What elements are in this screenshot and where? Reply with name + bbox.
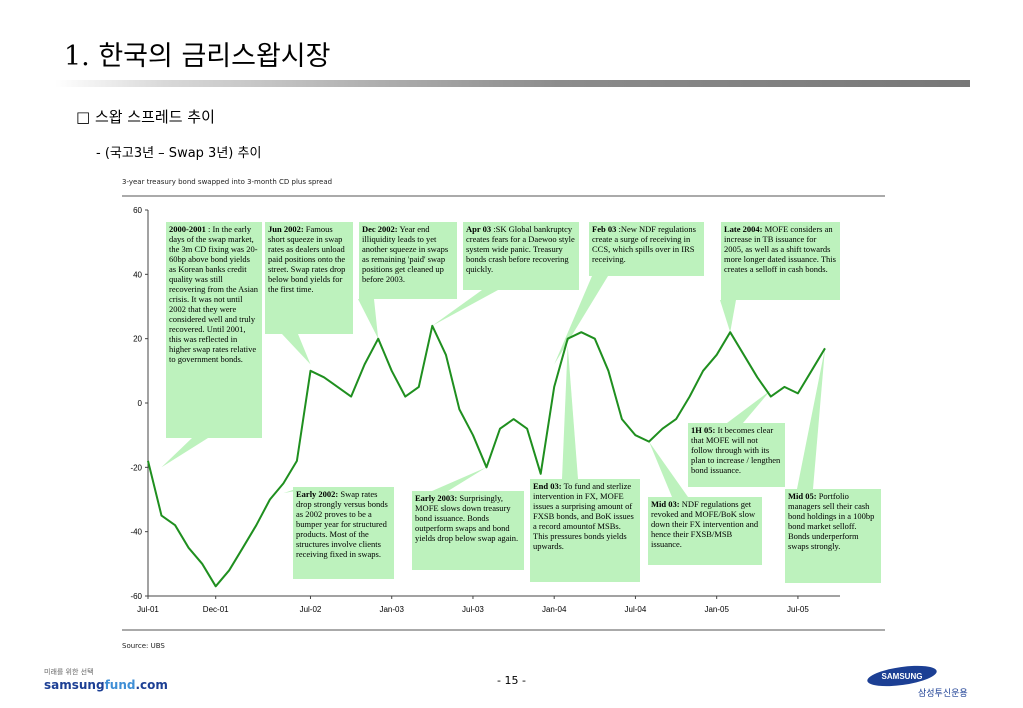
annotation-text: Swap rates drop strongly versus bonds as… bbox=[296, 489, 388, 559]
page-number: - 15 - bbox=[497, 674, 526, 687]
x-tick-label: Jul-02 bbox=[300, 605, 322, 614]
x-tick-label: Jul-03 bbox=[462, 605, 484, 614]
footer-tagline: 미래를 위한 선택 bbox=[44, 668, 94, 676]
title-divider bbox=[55, 80, 970, 87]
annotation-early-2002: Early 2002: Swap rates drop strongly ver… bbox=[293, 487, 394, 579]
annotation-label: End 03: bbox=[533, 481, 562, 491]
annotation-pointer bbox=[562, 345, 578, 479]
annotation-label: Early 2003: bbox=[415, 493, 458, 503]
annotation-pointer bbox=[797, 348, 825, 489]
x-axis-ticks: Jul-01 Dec-01 Jul-02 Jan-03 Jul-03 Jan-04 Jul-… bbox=[137, 596, 809, 614]
y-tick-label: -60 bbox=[130, 592, 142, 601]
samsung-logo: SAMSUNG bbox=[867, 665, 937, 687]
y-tick-label: 20 bbox=[133, 335, 142, 344]
spread-series-line bbox=[147, 324, 826, 588]
logo-text: SAMSUNG bbox=[882, 672, 923, 681]
y-tick-label: 0 bbox=[138, 399, 143, 408]
chart-title: 3-year treasury bond swapped into 3-mont… bbox=[122, 178, 333, 186]
footer-site-part: fund bbox=[104, 678, 136, 692]
annotation-label: Late 2004: bbox=[724, 224, 763, 234]
x-tick-label: Jul-05 bbox=[787, 605, 809, 614]
x-tick-label: Dec-01 bbox=[203, 605, 229, 614]
y-axis-ticks: 60 40 20 0 -20 -40 -60 bbox=[130, 206, 148, 601]
y-tick-label: -20 bbox=[130, 463, 142, 472]
annotation-apr-03: Apr 03 :SK Global bankruptcy creates fea… bbox=[463, 222, 579, 290]
annotation-jun-2002: Jun 2002: Famous short squeeze in swap r… bbox=[265, 222, 353, 334]
annotation-label: 1H 05: bbox=[691, 425, 716, 435]
annotation-label: Early 2002: bbox=[296, 489, 339, 499]
x-tick-label: Jan-05 bbox=[704, 605, 729, 614]
annotation-label: Mid 03: bbox=[651, 499, 680, 509]
annotation-feb-03: Feb 03 :New NDF regulations create a sur… bbox=[589, 222, 704, 276]
annotation-text: :SK Global bankruptcy creates fears for … bbox=[466, 224, 575, 274]
annotation-pointer bbox=[358, 299, 379, 339]
annotation-text: NDF regulations get revoked and MOFE/BoK… bbox=[651, 499, 759, 549]
annotation-2000-2001: 2000-2001 : In the early days of the swa… bbox=[166, 222, 262, 438]
annotation-label: Jun 2002: bbox=[268, 224, 304, 234]
annotation-1h-05: 1H 05: It becomes clear that MOFE will n… bbox=[688, 423, 785, 487]
annotation-pointer bbox=[720, 300, 736, 333]
annotation-text: :New NDF regulations create a surge of r… bbox=[592, 224, 696, 264]
annotation-dec-2002: Dec 2002: Year end illiquidity leads to … bbox=[359, 222, 457, 299]
annotation-label: Mid 05: bbox=[788, 491, 817, 501]
annotation-label: Dec 2002: bbox=[362, 224, 398, 234]
annotation-pointer bbox=[649, 441, 688, 497]
footer-site-part: .com bbox=[135, 678, 168, 692]
annotation-late-2004: Late 2004: MOFE considers an increase in… bbox=[721, 222, 840, 300]
annotation-pointer bbox=[432, 290, 498, 326]
section-subheading: - (국고3년 – Swap 3년) 추이 bbox=[96, 146, 262, 161]
annotation-pointer bbox=[282, 334, 311, 365]
annotation-pointer bbox=[727, 390, 771, 423]
chart-source: Source: UBS bbox=[122, 642, 165, 650]
x-tick-label: Jul-01 bbox=[137, 605, 159, 614]
annotation-text: It becomes clear that MOFE will not foll… bbox=[691, 425, 781, 475]
y-tick-label: 60 bbox=[133, 206, 142, 215]
annotation-end-03: End 03: To fund and sterlize interventio… bbox=[530, 479, 640, 582]
annotation-text: Famous short squeeze in swap rates as de… bbox=[268, 224, 346, 294]
annotation-mid-03: Mid 03: NDF regulations get revoked and … bbox=[648, 497, 762, 565]
annotation-label: Apr 03 bbox=[466, 224, 492, 234]
annotation-early-2003: Early 2003: Surprisingly, MOFE slows dow… bbox=[412, 491, 524, 570]
annotation-label: Feb 03 bbox=[592, 224, 617, 234]
y-tick-label: -40 bbox=[130, 528, 142, 537]
annotation-text: To fund and sterlize intervention in FX,… bbox=[533, 481, 634, 551]
annotation-text: MOFE considers an increase in TB issuanc… bbox=[724, 224, 836, 274]
annotation-pointer bbox=[161, 438, 208, 468]
footer-site-part: samsung bbox=[44, 678, 105, 692]
annotation-text: Year end illiquidity leads to yet anothe… bbox=[362, 224, 449, 284]
annotation-pointer bbox=[554, 276, 608, 365]
annotation-text: : In the early days of the swap market, … bbox=[169, 224, 258, 364]
logo-ellipse bbox=[867, 665, 937, 687]
annotation-pointer bbox=[432, 467, 487, 491]
x-tick-label: Jul-04 bbox=[625, 605, 647, 614]
annotation-label: 2000-2001 bbox=[169, 224, 206, 234]
annotation-connectors bbox=[161, 276, 825, 497]
x-tick-label: Jan-03 bbox=[379, 605, 404, 614]
page-title: 1. 한국의 금리스왑시장 bbox=[64, 41, 331, 72]
annotation-mid-05: Mid 05: Portfolio managers sell their ca… bbox=[785, 489, 881, 583]
footer-site-link[interactable]: samsungfund.com bbox=[44, 678, 168, 692]
annotation-text: Surprisingly, MOFE slows down treasury b… bbox=[415, 493, 519, 543]
section-heading: □ 스왑 스프레드 추이 bbox=[76, 108, 215, 126]
annotation-text: Portfolio managers sell their cash bond … bbox=[788, 491, 875, 551]
y-tick-label: 40 bbox=[133, 270, 142, 279]
x-tick-label: Jan-04 bbox=[542, 605, 567, 614]
brand-subtitle: 삼성투신운용 bbox=[918, 689, 968, 699]
